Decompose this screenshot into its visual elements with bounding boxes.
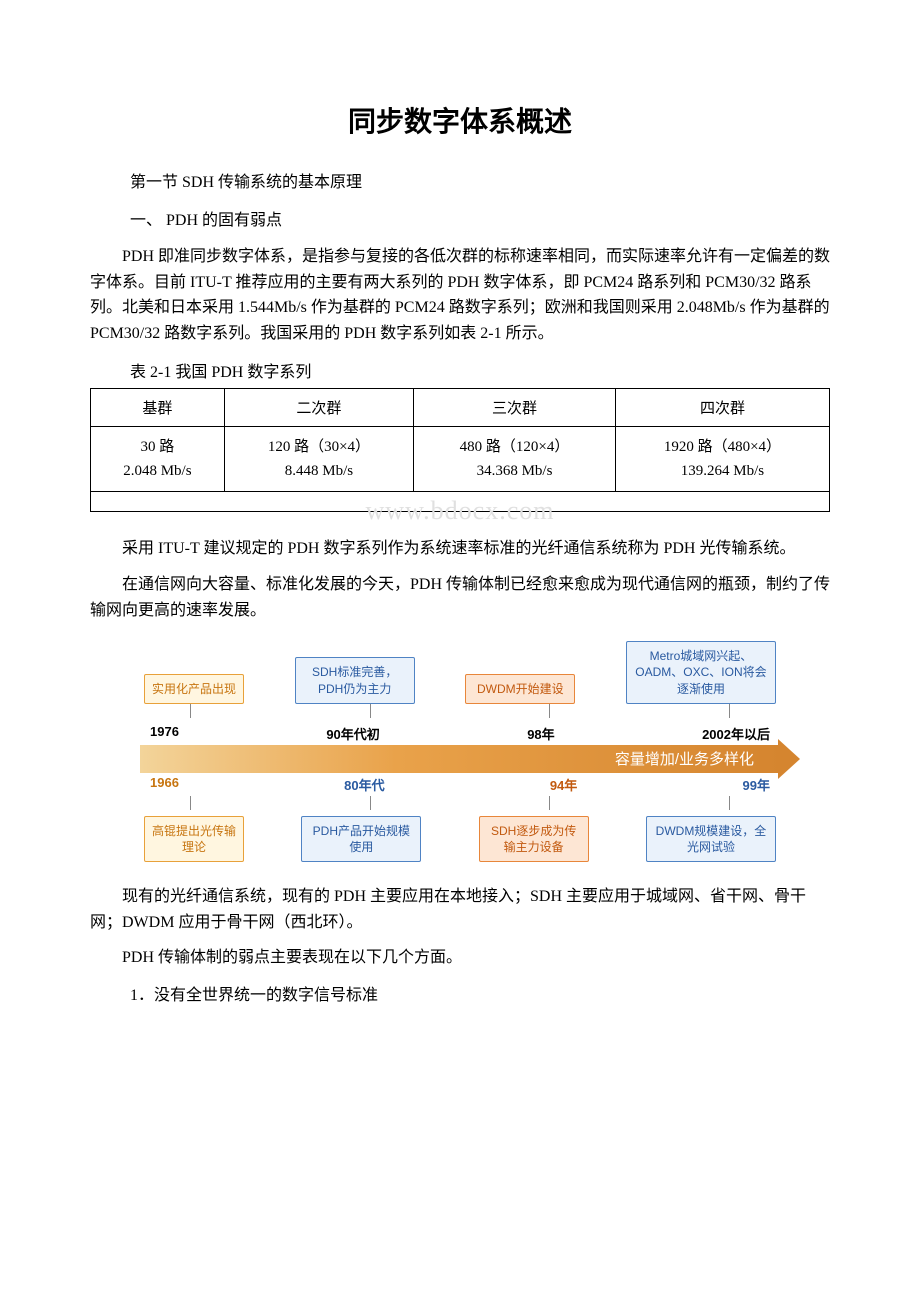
paragraph-3: 在通信网向大容量、标准化发展的今天，PDH 传输体制已经愈来愈成为现代通信网的瓶… — [90, 572, 830, 623]
pdh-table: 基群 二次群 三次群 四次群 30 路 2.048 Mb/s 120 路（30×… — [90, 388, 830, 512]
td-4q: 1920 路（480×4） 139.264 Mb/s — [615, 427, 829, 492]
th-3q: 三次群 — [414, 389, 616, 427]
timeline-box: Metro城域网兴起、OADM、OXC、ION将会逐渐使用 — [626, 641, 776, 704]
timeline-bottom-years: 1966 80年代 94年 99年 — [150, 775, 770, 794]
table-header-row: 基群 二次群 三次群 四次群 — [91, 389, 830, 427]
timeline-box: PDH产品开始规模使用 — [301, 816, 421, 862]
td-3q: 480 路（120×4） 34.368 Mb/s — [414, 427, 616, 492]
timeline-connectors — [190, 796, 730, 810]
paragraph-1: PDH 即准同步数字体系，是指参与复接的各低次群的标称速率相同，而实际速率允许有… — [90, 244, 830, 346]
timeline-year: 1966 — [150, 775, 179, 794]
timeline-year: 80年代 — [344, 775, 384, 794]
timeline-box: DWDM开始建设 — [465, 674, 575, 704]
timeline-year: 2002年以后 — [702, 724, 770, 743]
list-item-1: 1．没有全世界统一的数字信号标准 — [130, 981, 830, 1005]
timeline-year: 90年代初 — [326, 724, 379, 743]
timeline-box: DWDM规模建设，全光网试验 — [646, 816, 776, 862]
timeline-diagram: 实用化产品出现 SDH标准完善，PDH仍为主力 DWDM开始建设 Metro城域… — [140, 641, 780, 862]
timeline-bar: 容量增加/业务多样化 — [140, 745, 780, 773]
timeline-year: 99年 — [743, 775, 770, 794]
th-2q: 二次群 — [224, 389, 413, 427]
timeline-top-boxes: 实用化产品出现 SDH标准完善，PDH仍为主力 DWDM开始建设 Metro城域… — [144, 641, 776, 704]
timeline-box: SDH标准完善，PDH仍为主力 — [295, 657, 415, 703]
timeline-bottom-boxes: 高锟提出光传输理论 PDH产品开始规模使用 SDH逐步成为传输主力设备 DWDM… — [144, 816, 776, 862]
sub-heading-1: 一、 PDH 的固有弱点 — [130, 206, 830, 230]
td-2q: 120 路（30×4） 8.448 Mb/s — [224, 427, 413, 492]
section-heading: 第一节 SDH 传输系统的基本原理 — [130, 168, 830, 192]
timeline-connectors — [190, 704, 730, 718]
paragraph-2: 采用 ITU-T 建议规定的 PDH 数字系列作为系统速率标准的光纤通信系统称为… — [90, 536, 830, 562]
th-4q: 四次群 — [615, 389, 829, 427]
table-body-row: 30 路 2.048 Mb/s 120 路（30×4） 8.448 Mb/s 4… — [91, 427, 830, 492]
th-jq: 基群 — [91, 389, 225, 427]
paragraph-4: 现有的光纤通信系统，现有的 PDH 主要应用在本地接入；SDH 主要应用于城域网… — [90, 884, 830, 935]
timeline-box: 实用化产品出现 — [144, 674, 244, 704]
timeline-year: 98年 — [527, 724, 554, 743]
timeline-box: 高锟提出光传输理论 — [144, 816, 244, 862]
td-jq: 30 路 2.048 Mb/s — [91, 427, 225, 492]
table-caption: 表 2-1 我国 PDH 数字系列 — [130, 358, 830, 382]
paragraph-5: PDH 传输体制的弱点主要表现在以下几个方面。 — [90, 945, 830, 971]
page-title: 同步数字体系概述 — [90, 100, 830, 140]
timeline-top-years: 1976 90年代初 98年 2002年以后 — [150, 724, 770, 743]
timeline-bar-text: 容量增加/业务多样化 — [615, 748, 754, 769]
timeline-year: 1976 — [150, 724, 179, 743]
timeline-year: 94年 — [550, 775, 577, 794]
table-empty-row — [91, 492, 830, 512]
timeline-box: SDH逐步成为传输主力设备 — [479, 816, 589, 862]
